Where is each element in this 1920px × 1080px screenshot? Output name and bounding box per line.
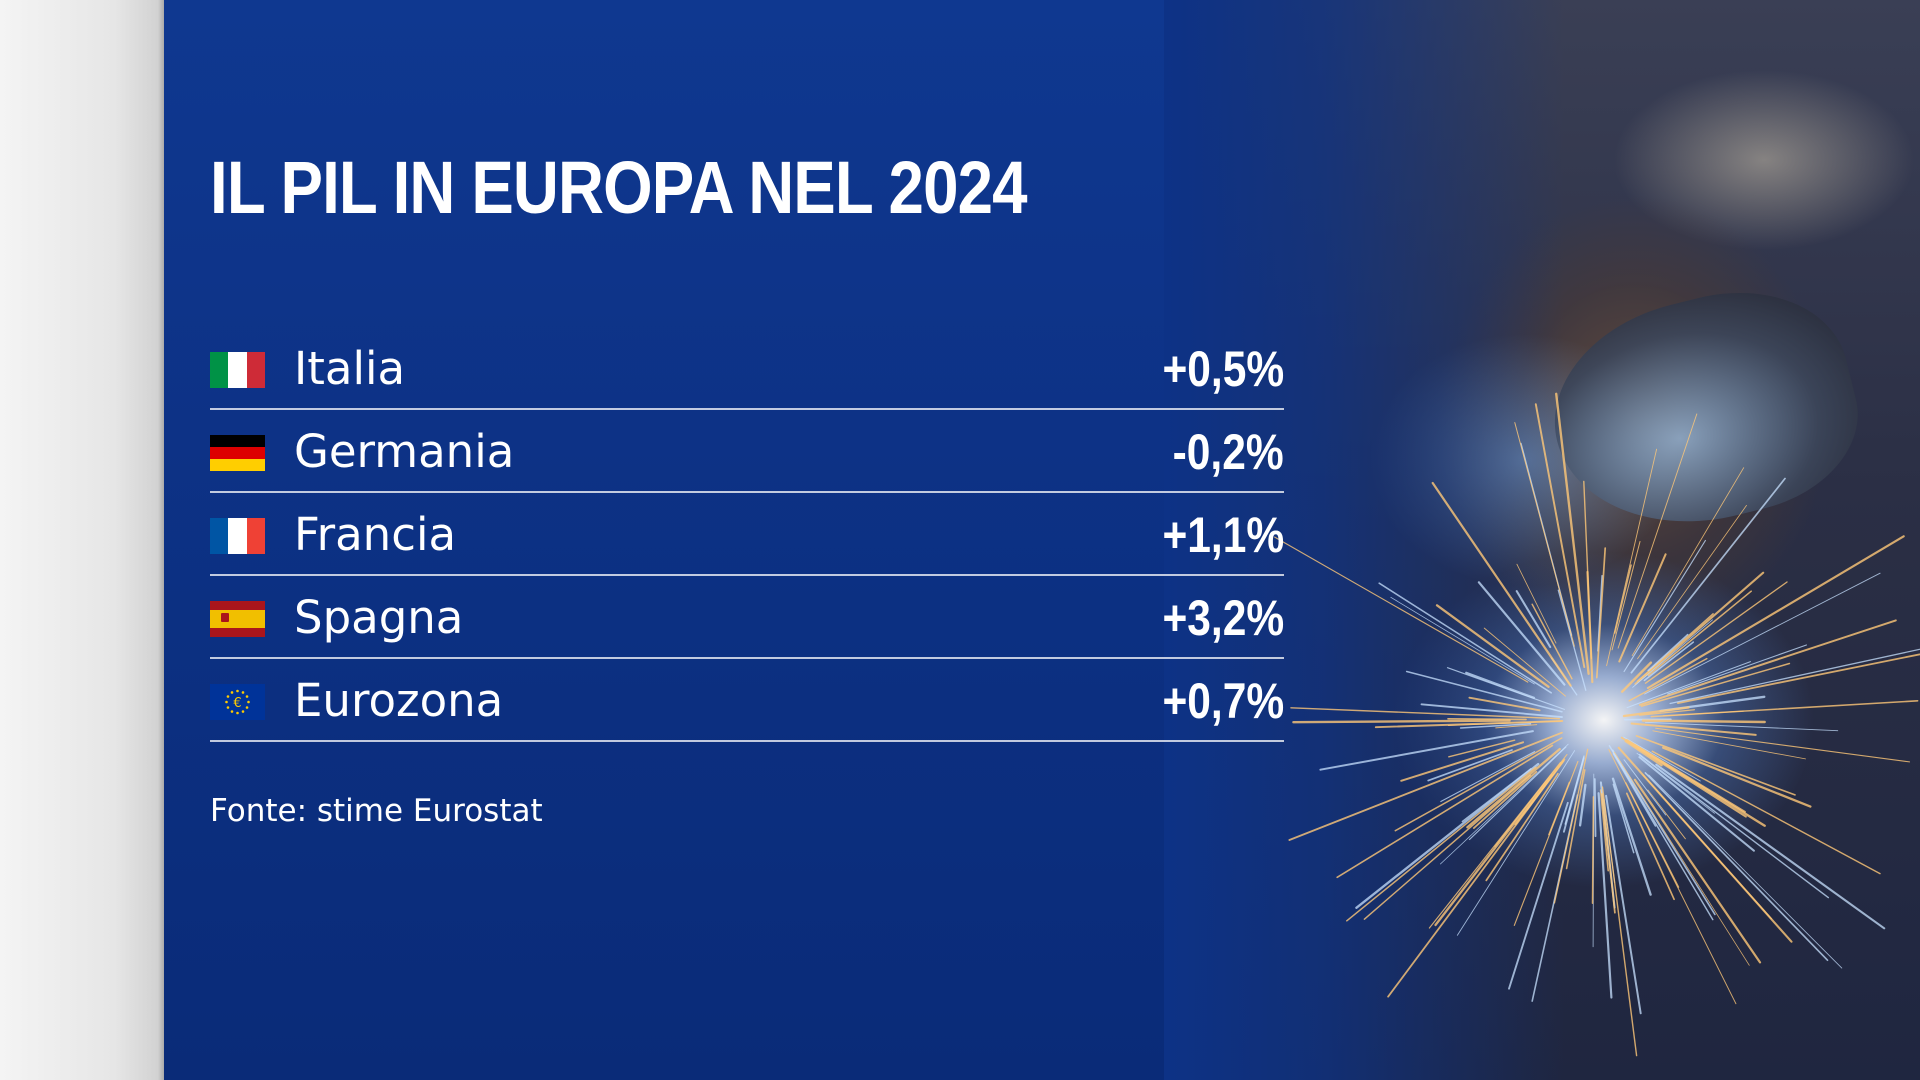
gdp-table: Italia +0,5% Germania -0,2% Francia +1,1…	[210, 327, 1284, 742]
eu-star	[226, 706, 230, 709]
gdp-value: +0,7%	[1162, 673, 1284, 729]
country-label: Eurozona	[294, 674, 504, 727]
eu-star	[226, 695, 230, 698]
table-row: Spagna +3,2%	[210, 576, 1284, 659]
svg-text:€: €	[233, 696, 241, 711]
country-label: Germania	[294, 425, 515, 478]
germany-flag-icon	[210, 435, 265, 471]
eu-star	[247, 700, 250, 704]
chart-title: IL PIL IN EUROPA NEL 2024	[210, 146, 1028, 229]
italy-flag-icon	[210, 352, 265, 388]
eu-star	[245, 706, 249, 709]
country-label: Spagna	[294, 591, 464, 644]
table-row: Italia +0,5%	[210, 327, 1284, 410]
eu-star	[241, 710, 245, 713]
spain-flag-icon	[210, 601, 265, 637]
left-side-strip	[0, 0, 164, 1080]
eu-star	[225, 700, 228, 704]
gdp-value: -0,2%	[1172, 424, 1284, 480]
france-flag-icon	[210, 518, 265, 554]
eu-stars-icon: €	[225, 689, 250, 715]
country-label: Italia	[294, 342, 406, 395]
eu-star	[245, 695, 249, 698]
country-label: Francia	[294, 508, 457, 561]
table-row: € Eurozona +0,7%	[210, 659, 1284, 742]
table-row: Germania -0,2%	[210, 410, 1284, 493]
gdp-value: +3,2%	[1162, 590, 1284, 646]
eu-star	[241, 691, 245, 694]
source-note: Fonte: stime Eurostat	[210, 793, 543, 829]
eu-flag-icon: €	[210, 684, 265, 720]
eu-star	[236, 689, 239, 693]
table-row: Francia +1,1%	[210, 493, 1284, 576]
eu-star	[230, 691, 234, 694]
eu-star	[230, 710, 234, 713]
gdp-value: +1,1%	[1162, 507, 1284, 563]
gdp-value: +0,5%	[1162, 341, 1284, 397]
eu-star	[236, 711, 239, 715]
